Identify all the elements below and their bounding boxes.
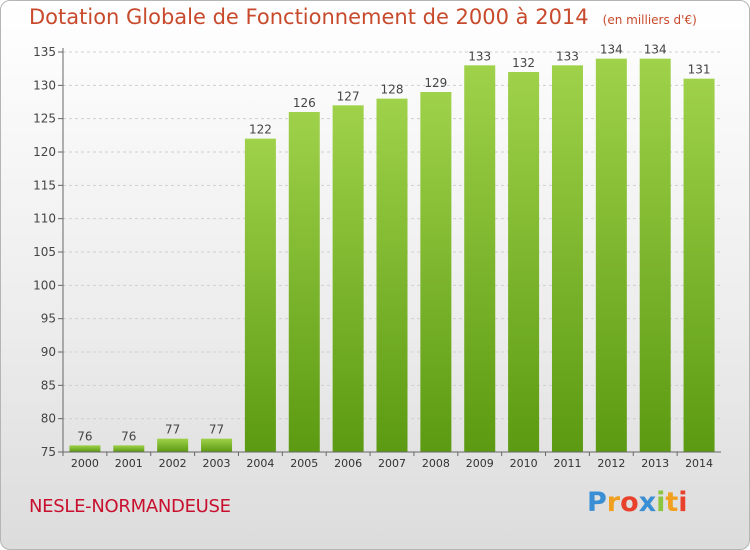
y-tick-label: 125 (33, 112, 56, 126)
bar-2000 (69, 445, 101, 452)
logo-letter: o (620, 487, 639, 518)
bar-value-label: 77 (209, 423, 224, 437)
logo-letter: r (606, 487, 621, 518)
bar-value-label: 131 (688, 63, 711, 77)
x-tick-label: 2006 (334, 457, 362, 470)
y-tick-label: 110 (33, 212, 56, 226)
commune-name: NESLE-NORMANDEUSE (29, 496, 231, 517)
x-tick-label: 2012 (597, 457, 625, 470)
bar-2009 (464, 65, 496, 452)
bar-2010 (508, 72, 540, 452)
logo-letter: P (587, 487, 607, 518)
bar-value-label: 76 (77, 429, 92, 443)
bar-2012 (595, 58, 627, 453)
chart-unit: (en milliers d'€) (602, 13, 697, 27)
chart-title: Dotation Globale de Fonctionnement de 20… (29, 5, 697, 29)
bar-2003 (201, 438, 233, 452)
bar-value-label: 128 (381, 83, 404, 97)
bar-value-label: 134 (644, 43, 667, 57)
bar-2004 (244, 138, 276, 452)
y-tick-label: 75 (41, 445, 56, 459)
y-tick-label: 95 (41, 312, 56, 326)
bar-value-label: 127 (337, 89, 360, 103)
bar-value-label: 77 (165, 423, 180, 437)
y-tick-label: 80 (41, 412, 56, 426)
bar-value-label: 133 (468, 49, 491, 63)
x-tick-label: 2007 (378, 457, 406, 470)
bar-value-label: 126 (293, 96, 316, 110)
y-tick-label: 120 (33, 145, 56, 159)
bar-2014 (683, 78, 715, 453)
chart-title-text: Dotation Globale de Fonctionnement de 20… (29, 5, 589, 29)
bar-value-label: 129 (424, 76, 447, 90)
x-tick-label: 2010 (510, 457, 538, 470)
bar-2008 (420, 92, 452, 452)
bar-value-label: 134 (600, 43, 623, 57)
bar-value-label: 76 (121, 429, 136, 443)
bar-value-label: 133 (556, 49, 579, 63)
value-labels: 76 76 77 77 122 126 127 128 129 133 132 133 134 134 13… (77, 43, 710, 444)
x-tick-label: 2013 (641, 457, 669, 470)
bar-2007 (376, 98, 408, 453)
x-tick-label: 2002 (159, 457, 187, 470)
bar-2006 (332, 105, 364, 452)
y-tick-label: 85 (41, 378, 56, 392)
y-tick-label: 90 (41, 345, 56, 359)
x-tick-label: 2008 (422, 457, 450, 470)
bar-2001 (113, 445, 145, 452)
logo-letter: i (656, 487, 666, 518)
logo-letter: x (638, 487, 657, 518)
x-tick-label: 2009 (466, 457, 494, 470)
x-tick-label: 2014 (685, 457, 713, 470)
x-tick-label: 2003 (203, 457, 231, 470)
bar-2011 (551, 65, 583, 452)
x-tick-label: 2005 (290, 457, 318, 470)
bar-value-label: 122 (249, 123, 272, 137)
bars (69, 58, 715, 453)
x-axis: 2000 2001 2002 2003 2004 2005 2006 2007 2008 2009… (62, 451, 721, 470)
bar-2002 (157, 438, 189, 452)
y-tick-label: 105 (33, 245, 56, 259)
bar-2005 (288, 112, 320, 452)
x-tick-label: 2001 (115, 457, 143, 470)
x-tick-label: 2011 (553, 457, 581, 470)
y-tick-label: 100 (33, 278, 56, 292)
bar-2013 (639, 58, 671, 453)
y-axis: 75 80 85 90 95 100 105 110 115 120 125 130 135 (33, 45, 64, 459)
x-tick-label: 2004 (246, 457, 274, 470)
y-tick-label: 135 (33, 45, 56, 59)
logo-letter: t (665, 487, 679, 518)
x-tick-label: 2000 (71, 457, 99, 470)
y-tick-label: 130 (33, 78, 56, 92)
y-tick-label: 115 (33, 178, 56, 192)
logo-letter: i (678, 487, 688, 518)
bar-value-label: 132 (512, 56, 535, 70)
proxiti-logo: Proxiti (587, 487, 688, 518)
